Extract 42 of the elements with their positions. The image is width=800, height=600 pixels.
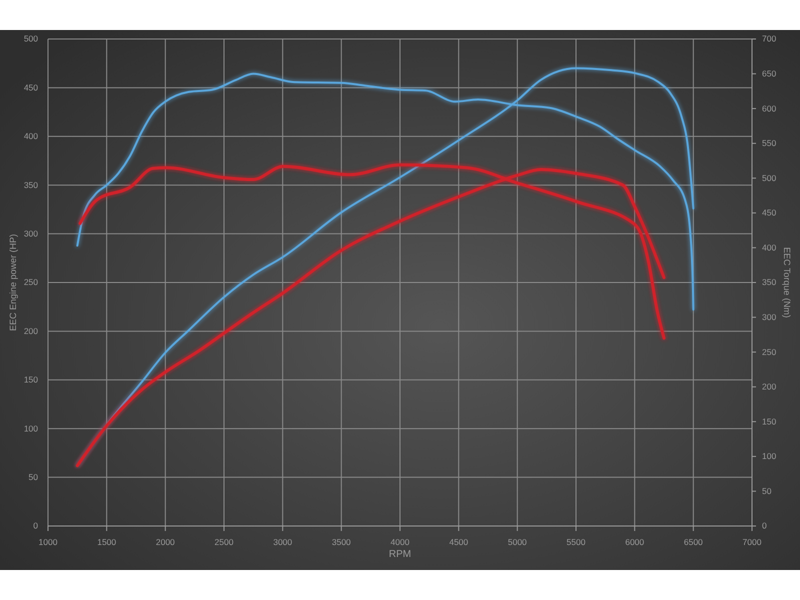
y2-tick-label: 400: [762, 242, 776, 252]
y2-tick-label: 100: [762, 451, 776, 462]
y-tick-label: 500: [24, 34, 38, 44]
y-tick-label: 0: [33, 520, 38, 531]
x-tick-label: 1500: [97, 537, 116, 548]
y2-tick-label: 200: [762, 382, 776, 392]
y-tick-label: 50: [28, 472, 38, 482]
x-tick-label: 4500: [449, 537, 468, 548]
y2-tick-label: 150: [762, 416, 776, 426]
x-tick-label: 4000: [390, 537, 410, 548]
x-tick-label: 3000: [273, 537, 292, 548]
y2-tick-label: 300: [762, 312, 776, 322]
x-tick-label: 3500: [332, 537, 352, 548]
y2-tick-label: 0: [762, 520, 767, 531]
x-tick-label: 5000: [508, 537, 528, 548]
y-tick-label: 400: [24, 131, 38, 142]
x-tick-label: 7000: [742, 537, 762, 548]
x-tick-label: 2500: [214, 537, 234, 548]
y-tick-label: 250: [24, 277, 38, 288]
x-axis-title: RPM: [388, 549, 412, 560]
y-axis-title: EEC Engine power (HP): [8, 234, 18, 332]
y-tick-label: 300: [24, 228, 38, 239]
y2-axis-title: EEC Torque (Nm): [782, 247, 792, 318]
y2-tick-label: 500: [762, 172, 776, 183]
y2-tick-label: 450: [762, 208, 776, 218]
y-tick-label: 350: [24, 180, 38, 190]
y2-tick-label: 50: [762, 486, 772, 496]
x-tick-label: 1000: [38, 537, 58, 548]
y-tick-label: 100: [24, 423, 38, 434]
y-tick-label: 150: [24, 374, 38, 385]
y2-tick-label: 350: [762, 277, 776, 288]
y-tick-label: 200: [24, 326, 38, 336]
y-tick-label: 450: [24, 82, 38, 92]
y2-tick-label: 700: [762, 34, 776, 44]
y2-tick-label: 600: [762, 103, 776, 114]
y2-tick-label: 250: [762, 346, 776, 357]
x-tick-label: 6000: [625, 537, 644, 548]
x-tick-label: 5500: [566, 537, 586, 548]
y2-tick-label: 650: [762, 68, 776, 79]
x-tick-label: 2000: [156, 537, 176, 548]
y2-tick-label: 550: [762, 138, 776, 148]
x-tick-label: 6500: [684, 537, 704, 548]
